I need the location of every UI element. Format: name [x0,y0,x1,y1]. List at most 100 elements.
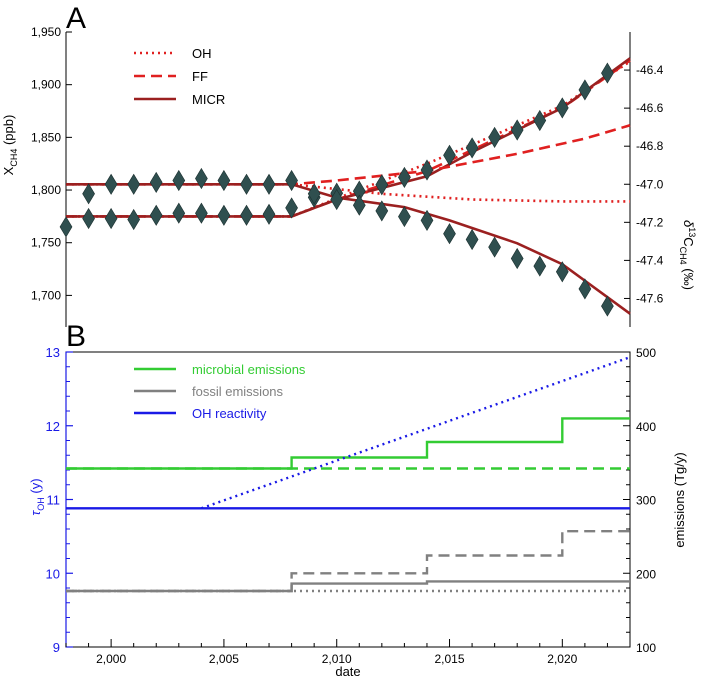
panel-b-left-tick-label: 12 [46,419,60,434]
panel-a-right-tick-label: -46.8 [636,139,664,153]
panel-a: A 1,700 1,750 1,800 1,850 1,900 1,950 -46.4 -4… [1,2,697,327]
panel-a-left-tick-label: 1,900 [31,78,61,92]
panel-b-left-tick-label: 9 [53,640,60,655]
observation-marker [82,207,95,230]
x-tick-label: 2,020 [547,652,577,666]
observation-marker [217,204,231,226]
observation-marker [104,173,118,195]
observation-marker [375,174,389,196]
observation-marker [443,144,456,166]
legend-label-ff: FF [192,69,208,84]
x-tick-label: 2,005 [209,652,239,666]
observation-marker [149,171,163,193]
observation-marker [398,166,411,188]
panel-b-left-tick-label: 10 [46,566,60,581]
observation-marker [533,109,547,132]
observation-marker [420,209,434,231]
observation-marker [375,200,389,222]
observation-marker [217,169,231,192]
panel-a-left-tick-label: 1,750 [31,236,61,250]
panel-b-label: B [66,320,86,353]
panel-b-legend: microbial emissions fossil emissions OH re… [134,362,306,421]
panel-a-label: A [66,2,86,35]
panel-a-right-tick-label: -46.4 [636,63,664,77]
series-micr-right [66,183,631,315]
observation-marker [555,261,569,283]
panel-b-right-tick-label: 400 [636,420,656,434]
observation-marker [488,236,501,258]
observation-marker [601,62,614,84]
x-axis-label: date [335,664,360,679]
observation-marker [488,126,501,148]
panel-b-right-tick-label: 300 [636,494,656,508]
panel-b-frame [65,351,631,648]
observation-marker [398,206,411,228]
legend-label-fossil-emissions: fossil emissions [192,384,284,399]
legend-label-microbial-emissions: microbial emissions [192,362,306,377]
observation-marker [285,197,298,219]
panel-a-left-tick-label: 1,850 [31,130,61,144]
panel-a-right-tick-label: -47.4 [636,253,664,267]
x-tick-label: 2,015 [435,652,465,666]
observation-marker [307,183,321,205]
observation-marker [601,295,614,317]
panel-a-right-axis-label: δ13CCH4 (‰) [678,220,697,290]
observation-marker [578,278,592,300]
observation-marker [240,204,253,226]
panel-a-right-tick-label: -47.0 [636,177,664,191]
observation-marker [262,203,276,225]
panel-a-left-tick-label: 1,950 [31,25,61,39]
series-microbial-emissions-solid [66,417,630,470]
panel-a-left-tick-label: 1,700 [31,288,61,302]
observation-marker [285,169,298,192]
panel-b: B 9 10 11 12 13 100 200 300 400 500 2,000 2,005 2,… [28,320,687,679]
series-fossil-emissions-dashed [66,530,630,593]
panel-b-right-tick-label: 500 [636,346,656,360]
x-tick-label: 2,010 [322,652,352,666]
x-tick-label: 2,000 [96,652,126,666]
observation-marker [510,119,524,141]
panel-a-right-tick-label: -47.6 [636,291,664,305]
panel-a-legend: OH FF MICR [134,46,225,107]
panel-b-left-axis-label: τOH (y) [28,478,46,515]
observation-marker [82,183,95,205]
legend-label-OH-reactivity: OH reactivity [192,406,267,421]
panel-b-right-tick-label: 100 [636,641,656,655]
observation-marker [104,207,118,230]
legend-label-micr: MICR [192,92,225,107]
series-ff-left [66,59,631,218]
observation-marker [533,255,547,277]
panel-a-left-tick-label: 1,800 [31,183,61,197]
observation-marker [195,202,208,224]
observation-marker [555,97,569,119]
series-fossil-emissions-solid [66,580,630,593]
legend-label-oh: OH [192,46,212,61]
observation-marker [127,173,141,195]
observation-marker [510,247,524,270]
observation-marker [172,169,186,192]
series-micr-left [66,57,631,218]
series-OH-reactivity-dotted [201,356,631,510]
observation-marker [352,194,366,216]
observation-marker [262,173,276,195]
observation-marker [443,223,456,245]
series-oh-left [66,60,631,218]
panel-a-left-axis-label: XCH4 (ppb) [1,115,19,176]
series-ff-right [66,124,631,186]
panel-b-left-tick-label: 13 [46,345,60,360]
observation-marker [149,204,163,226]
observation-marker [195,167,208,190]
panel-b-right-tick-label: 200 [636,567,656,581]
observation-marker [240,173,253,195]
observation-marker [578,79,592,101]
observation-marker [420,159,434,181]
panel-b-right-axis-label: emissions (Tg/y) [672,452,687,547]
observation-marker [465,137,479,159]
observation-marker [127,208,141,231]
panel-b-left-tick-label: 11 [47,493,61,508]
observation-marker [172,202,186,224]
observation-marker [59,216,73,238]
observation-marker [330,188,344,211]
observation-marker [465,228,479,251]
